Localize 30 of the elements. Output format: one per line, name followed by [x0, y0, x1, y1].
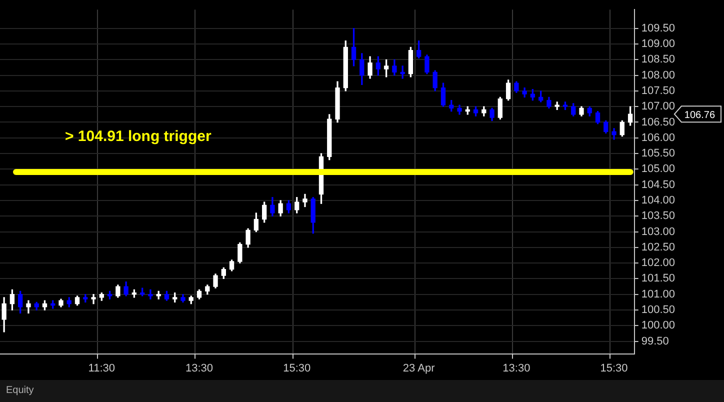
y-tick-label: 106.00: [641, 132, 676, 144]
y-tick-label: 106.50: [641, 116, 676, 128]
x-tick-label: 13:30: [502, 362, 530, 374]
y-tick-label: 107.00: [641, 100, 676, 113]
y-tick-label: 108.50: [641, 54, 676, 66]
y-tick-label: 102.00: [641, 257, 676, 270]
y-tick-label: 103.00: [641, 226, 676, 238]
y-tick-label: 108.00: [641, 69, 676, 82]
x-tick-label: 13:30: [185, 362, 214, 374]
y-tick-label: 103.50: [641, 210, 676, 222]
y-tick-label: 101.50: [641, 272, 676, 285]
text: Equity: [6, 385, 34, 396]
x-tick-label: 11:30: [88, 362, 116, 374]
y-tick-label: 100.50: [641, 304, 676, 316]
y-tick-label: 104.50: [641, 178, 676, 191]
x-tick-label: 23 Apr: [402, 362, 436, 374]
y-tick-label: 102.50: [641, 241, 676, 254]
y-tick-label: 105.00: [641, 163, 676, 176]
ref-line-label: > 104.91 long trigger: [65, 128, 212, 145]
y-tick-label: 105.50: [641, 148, 676, 160]
text: 106.76: [684, 110, 716, 121]
y-tick-label: 109.00: [641, 38, 676, 50]
y-tick-label: 107.50: [641, 84, 676, 97]
x-tick-label: 15:30: [600, 362, 628, 374]
y-tick-label: 101.00: [641, 288, 676, 300]
x-tick-label: 15:30: [283, 362, 311, 374]
y-tick-label: 100.00: [641, 320, 676, 332]
y-tick-label: 104.00: [641, 194, 676, 207]
y-tick-label: 109.50: [641, 22, 676, 34]
y-tick-label: 99.50: [641, 335, 669, 348]
